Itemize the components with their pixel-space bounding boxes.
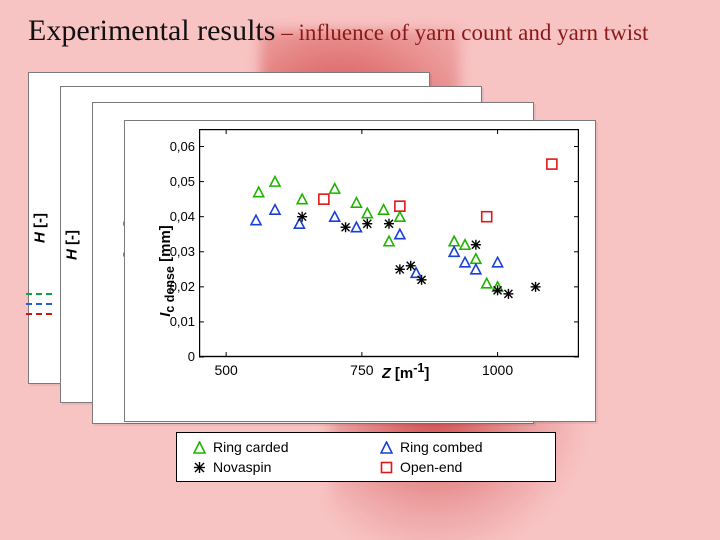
svg-text:1000: 1000 xyxy=(482,362,513,378)
square-icon xyxy=(378,459,394,475)
y-axis-wrap: Ic dense [mm] xyxy=(127,121,167,421)
y-tick-label: 0,04 xyxy=(155,209,195,224)
asterisk-icon xyxy=(191,459,207,475)
y-tick-label: 0,05 xyxy=(155,174,195,189)
y-tick-label: 0,01 xyxy=(155,314,195,329)
legend-label: Ring combed xyxy=(400,439,483,455)
title-sub: influence of yarn count and yarn twist xyxy=(298,20,648,45)
y-tick-label: 0,02 xyxy=(155,279,195,294)
legend: Ring carded Ring combed Novaspin Open-end xyxy=(176,432,556,482)
title-main: Experimental results xyxy=(28,14,275,47)
triangle-icon xyxy=(378,439,394,455)
legend-label: Novaspin xyxy=(213,459,271,475)
legend-label: Open-end xyxy=(400,459,462,475)
legend-item: Ring combed xyxy=(378,439,541,455)
triangle-icon xyxy=(191,439,207,455)
chart-panel-front: Ic dense [mm] 5007501000Z [m-1] xyxy=(124,120,596,422)
scatter-plot: 5007501000Z [m-1] xyxy=(199,129,579,397)
plot-area: 5007501000Z [m-1] xyxy=(199,129,579,397)
legend-label: Ring carded xyxy=(213,439,289,455)
y-axis-label: Ic dense [mm] xyxy=(157,225,177,317)
y-tick-label: 0,06 xyxy=(155,139,195,154)
y-tick-label: 0,03 xyxy=(155,244,195,259)
slide: Experimental results – influence of yarn… xyxy=(0,0,720,540)
slide-title: Experimental results – influence of yarn… xyxy=(28,14,700,48)
legend-item: Ring carded xyxy=(191,439,354,455)
legend-item: Novaspin xyxy=(191,459,354,475)
title-connector: – xyxy=(275,20,298,45)
legend-fragment xyxy=(26,293,52,333)
legend-item: Open-end xyxy=(378,459,541,475)
y-tick-label: 0 xyxy=(155,349,195,364)
svg-text:500: 500 xyxy=(214,362,238,378)
svg-text:750: 750 xyxy=(350,362,374,378)
